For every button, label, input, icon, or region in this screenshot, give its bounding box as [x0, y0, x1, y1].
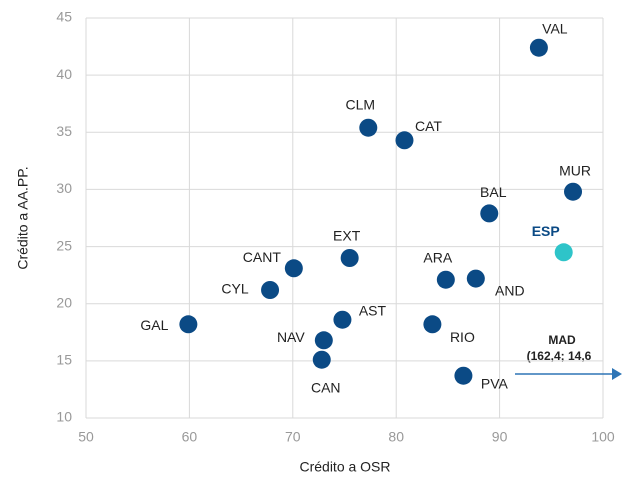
point: [284, 259, 303, 278]
annotation-text: (162,4; 14,6: [527, 349, 592, 363]
y-tick-label: 40: [56, 66, 72, 82]
y-tick-label: 30: [56, 180, 72, 196]
point-label: AST: [359, 302, 387, 318]
point: [340, 249, 359, 267]
point-label: NAV: [277, 329, 305, 345]
y-axis-label: Crédito a AA.PP.: [15, 166, 31, 269]
point: [529, 38, 548, 57]
point-label: GAL: [140, 317, 168, 333]
point-label: CAN: [311, 379, 341, 395]
point-label: PVA: [481, 375, 509, 391]
point: [423, 315, 442, 334]
point: [314, 331, 333, 350]
y-tick-label: 45: [56, 9, 72, 25]
point-label: RIO: [450, 329, 475, 345]
point: [554, 243, 573, 262]
point: [436, 270, 455, 289]
y-tick-label: 15: [56, 352, 72, 368]
point-label: MUR: [559, 162, 591, 178]
point: [359, 118, 378, 137]
x-tick-label: 60: [182, 429, 198, 445]
point: [395, 131, 414, 150]
x-tick-label: 70: [285, 429, 301, 445]
annotation-arrowhead: [612, 368, 622, 380]
point: [480, 204, 499, 223]
point: [564, 182, 583, 201]
x-tick-label: 80: [388, 429, 404, 445]
point-label: EXT: [333, 228, 361, 244]
point-label: CAT: [415, 118, 442, 134]
point-label: CYL: [221, 281, 248, 297]
point-label: ESP: [532, 223, 560, 239]
point: [179, 315, 198, 334]
point-label: ARA: [423, 249, 452, 265]
point: [333, 310, 352, 329]
x-tick-label: 100: [591, 429, 615, 445]
x-tick-label: 50: [78, 429, 94, 445]
point-label: VAL: [542, 20, 568, 36]
point-label: BAL: [480, 184, 507, 200]
y-tick-label: 35: [56, 123, 72, 139]
y-tick-label: 25: [56, 237, 72, 253]
y-tick-label: 10: [56, 409, 72, 425]
y-tick-label: 20: [56, 294, 72, 310]
x-tick-label: 90: [492, 429, 508, 445]
point-label: CLM: [346, 96, 376, 112]
annotation-title: MAD: [548, 333, 576, 347]
point: [312, 350, 331, 369]
point: [261, 281, 280, 299]
point-label: CANT: [243, 249, 282, 265]
x-axis-label: Crédito a OSR: [299, 459, 390, 475]
point-label: AND: [495, 282, 525, 298]
point: [466, 269, 485, 288]
point: [454, 366, 473, 385]
